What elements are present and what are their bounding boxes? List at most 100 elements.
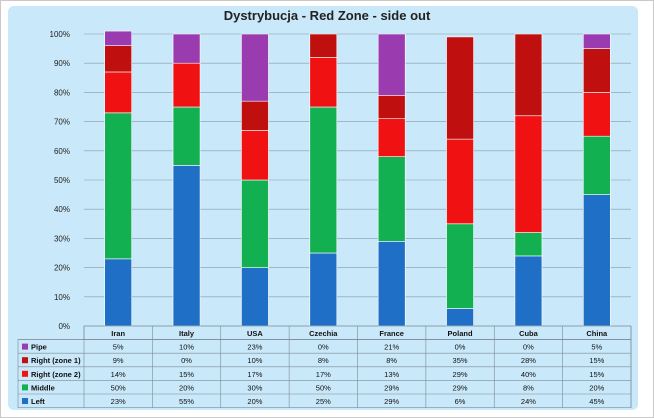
bar-segment	[583, 92, 611, 137]
data-label: 20%	[247, 397, 262, 406]
bar-segment	[241, 179, 269, 268]
bar-segment	[514, 232, 543, 257]
legend-label: Left	[31, 397, 45, 406]
y-tick-label: 70%	[54, 118, 70, 127]
bar-segment	[446, 223, 474, 309]
x-tick-label: USA	[247, 329, 263, 338]
y-tick-label: 20%	[54, 264, 70, 273]
data-label: 8%	[386, 356, 397, 365]
bar-segment	[172, 33, 201, 64]
bar-segment	[309, 33, 338, 58]
data-label: 6%	[455, 397, 466, 406]
data-label: 24%	[521, 397, 536, 406]
legend-swatch	[22, 384, 28, 391]
data-label: 35%	[453, 356, 468, 365]
bar-segment	[377, 241, 406, 327]
legend-label: Right (zone 2)	[31, 370, 81, 379]
bar-segment	[172, 165, 201, 327]
y-tick-label: 60%	[54, 147, 70, 156]
data-label: 0%	[318, 343, 329, 352]
y-tick-label: 10%	[54, 293, 70, 302]
bar-segment	[104, 112, 132, 260]
data-label: 55%	[179, 397, 194, 406]
data-label: 15%	[179, 370, 194, 379]
data-label: 9%	[113, 356, 124, 365]
bar-segment	[172, 106, 201, 166]
bar-segment	[104, 30, 132, 46]
x-tick-label: France	[379, 329, 404, 338]
data-label: 5%	[113, 343, 124, 352]
data-label: 29%	[384, 397, 399, 406]
bar-segment	[377, 33, 406, 96]
bar-segment	[446, 36, 474, 140]
bar-segment	[309, 252, 338, 327]
bar-segment	[583, 48, 611, 93]
data-label: 40%	[521, 370, 536, 379]
x-tick-label: Czechia	[309, 329, 338, 338]
x-tick-label: Poland	[448, 329, 473, 338]
bar-segment	[514, 115, 543, 233]
legend-label: Right (zone 1)	[31, 356, 81, 365]
data-label: 8%	[318, 356, 329, 365]
data-label: 0%	[523, 343, 534, 352]
bar-segment	[514, 255, 543, 327]
x-tick-label: Iran	[111, 329, 125, 338]
legend-label: Middle	[31, 383, 55, 392]
bar-segment	[172, 62, 201, 108]
y-tick-label: 90%	[54, 59, 70, 68]
data-label: 0%	[455, 343, 466, 352]
bar-segment	[241, 33, 269, 102]
x-tick-label: China	[586, 329, 608, 338]
legend-label: Pipe	[31, 343, 47, 352]
bar-segment	[104, 258, 132, 327]
data-label: 20%	[179, 383, 194, 392]
data-label: 45%	[589, 397, 604, 406]
data-label: 50%	[316, 383, 331, 392]
bar-segment	[104, 71, 132, 114]
y-tick-label: 40%	[54, 205, 70, 214]
chart-title: Dystrybucja - Red Zone - side out	[223, 8, 431, 23]
bar-segment	[446, 138, 474, 225]
data-label: 17%	[247, 370, 262, 379]
data-label: 17%	[316, 370, 331, 379]
bar-segment	[377, 118, 406, 157]
bar-segment	[377, 156, 406, 242]
data-label: 29%	[384, 383, 399, 392]
bar-segment	[241, 130, 269, 181]
bar-segment	[583, 194, 611, 327]
data-label: 10%	[179, 343, 194, 352]
data-label: 0%	[181, 356, 192, 365]
bar-segment	[309, 106, 338, 254]
legend-swatch	[22, 398, 28, 404]
data-label: 29%	[453, 370, 468, 379]
bar-segment	[309, 57, 338, 108]
data-label: 23%	[247, 343, 262, 352]
x-tick-label: Cuba	[519, 329, 539, 338]
data-label: 5%	[591, 343, 602, 352]
data-label: 28%	[521, 356, 536, 365]
y-tick-label: 30%	[54, 234, 70, 243]
data-label: 25%	[316, 397, 331, 406]
y-tick-label: 80%	[54, 88, 70, 97]
data-label: 23%	[111, 397, 126, 406]
bar-segment	[241, 100, 269, 131]
legend-swatch	[22, 343, 28, 350]
bar-segment	[377, 95, 406, 119]
bar-segment	[514, 33, 543, 117]
data-label: 15%	[589, 356, 604, 365]
y-tick-label: 0%	[58, 322, 70, 331]
bar-segment	[104, 45, 132, 73]
data-label: 14%	[111, 370, 126, 379]
legend-swatch	[22, 357, 28, 364]
bar-segment	[583, 33, 611, 49]
x-tick-label: Italy	[179, 329, 195, 338]
legend-swatch	[22, 370, 28, 377]
data-label: 10%	[247, 356, 262, 365]
data-label: 21%	[384, 343, 399, 352]
y-tick-label: 50%	[54, 176, 70, 185]
bar-segment	[241, 267, 269, 327]
data-label: 13%	[384, 370, 399, 379]
data-label: 29%	[453, 383, 468, 392]
bar-segment	[446, 308, 474, 327]
